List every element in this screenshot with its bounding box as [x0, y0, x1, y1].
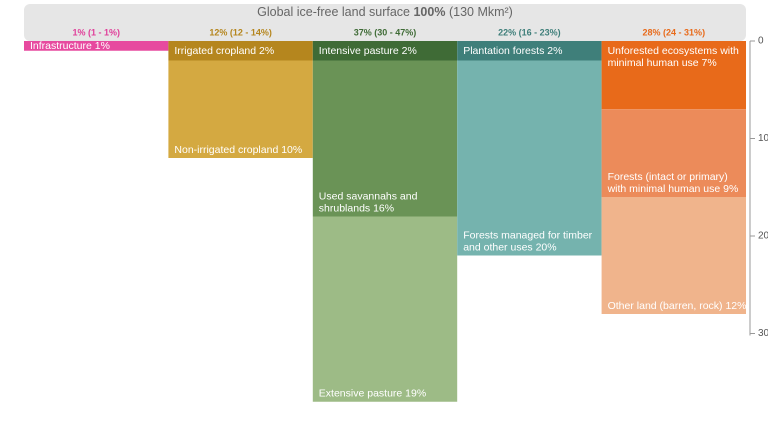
segment-label: Irrigated cropland 2% — [174, 45, 274, 57]
y-tick-label: 30 — [758, 328, 768, 339]
segment — [601, 197, 746, 314]
segment-label: with minimal human use 9% — [607, 183, 739, 195]
segment-label: Plantation forests 2% — [463, 45, 562, 57]
column-header: 1% (1 - 1%) — [72, 27, 120, 37]
segment-label: Other land (barren, rock) 12% — [608, 300, 747, 312]
segment — [457, 60, 602, 256]
segment-label: Unforested ecosystems with — [608, 45, 739, 57]
chart-title: Global ice-free land surface 100% (130 M… — [257, 5, 513, 19]
column-header: 28% (24 - 31%) — [643, 27, 706, 37]
segment-label: Forests managed for timber — [463, 229, 592, 241]
column-header: 22% (16 - 23%) — [498, 27, 561, 37]
y-tick-label: 20 — [758, 231, 768, 242]
segment — [168, 41, 313, 61]
segment-label: shrublands 16% — [319, 202, 394, 214]
segment-label: Used savannahs and — [319, 190, 418, 202]
y-tick-label: 10 — [758, 133, 768, 144]
segment-label: Intensive pasture 2% — [319, 45, 417, 57]
segment-label: Extensive pasture 19% — [319, 388, 426, 400]
segment-label: and other uses 20% — [463, 241, 556, 253]
segment-label: minimal human use 7% — [608, 57, 717, 69]
title-part: (130 Mkm²) — [449, 5, 513, 19]
segment — [601, 109, 746, 197]
segment-label: Infrastructure 1% — [30, 40, 110, 52]
column-header: 12% (12 - 14%) — [209, 27, 272, 37]
segment — [601, 41, 746, 110]
title-part: 100% — [413, 5, 445, 19]
segment — [312, 41, 458, 61]
header-band — [24, 4, 746, 41]
segment-label: Non-irrigated cropland 10% — [174, 144, 302, 156]
segment — [457, 41, 602, 61]
segment — [312, 216, 458, 402]
y-tick-label: 0 — [758, 36, 764, 47]
segment — [312, 60, 458, 217]
segment — [168, 60, 313, 158]
segment-label: Forests (intact or primary) — [608, 171, 728, 183]
column-header: 37% (30 - 47%) — [354, 27, 417, 37]
segment — [24, 41, 169, 51]
title-part: Global ice-free land surface — [257, 5, 410, 19]
